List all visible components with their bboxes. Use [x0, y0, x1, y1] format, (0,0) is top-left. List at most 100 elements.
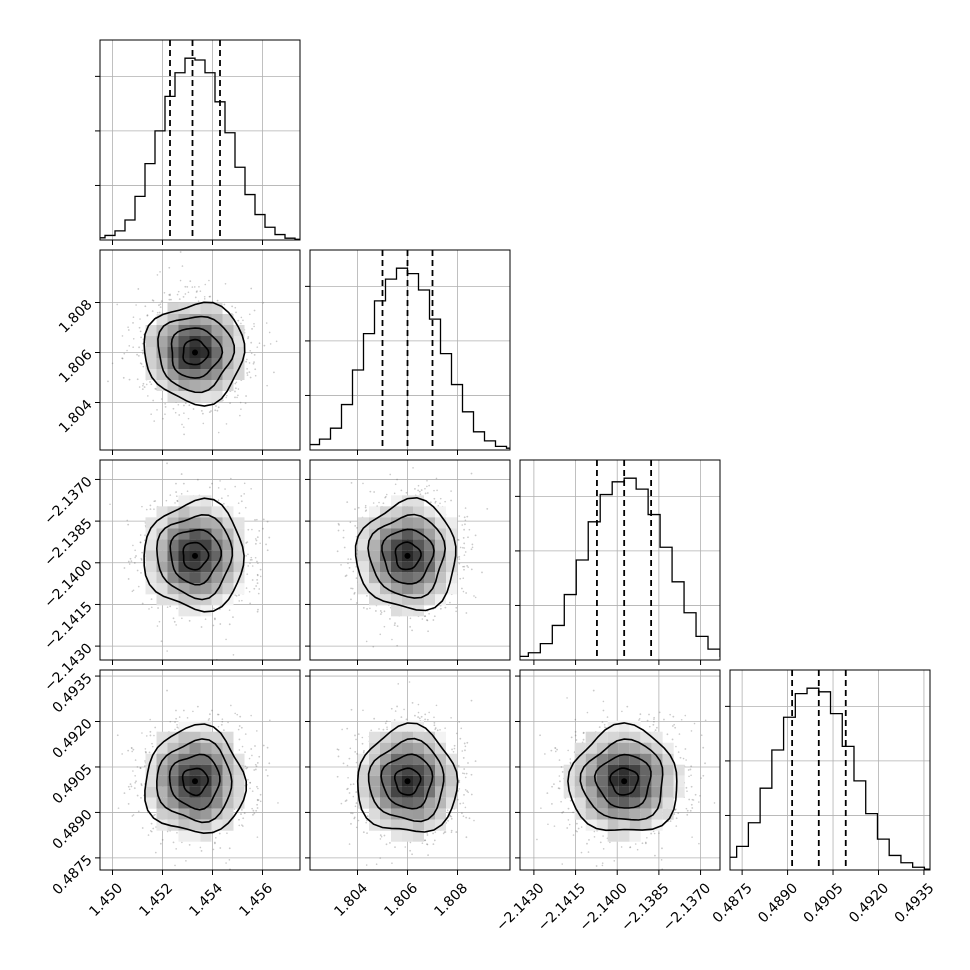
sample-point [266, 549, 269, 552]
sample-point [349, 558, 352, 561]
sample-point [634, 843, 637, 845]
sample-point [249, 787, 251, 790]
density-cell [189, 742, 201, 754]
sample-point [223, 303, 226, 306]
density-cell [435, 550, 446, 562]
sample-point [238, 738, 241, 741]
sample-point [256, 803, 259, 806]
sample-point [174, 502, 176, 504]
x-tick-label: 0.4890 [755, 880, 801, 926]
sample-point [151, 310, 154, 313]
density-cell [200, 731, 212, 743]
sample-point [350, 598, 352, 601]
density-cell [200, 517, 212, 529]
density-cell [233, 517, 245, 529]
sample-point [258, 588, 261, 590]
sample-point [183, 412, 185, 414]
density-cell [380, 550, 391, 562]
sample-point [384, 496, 386, 499]
sample-point [142, 384, 144, 387]
sample-point [337, 522, 340, 525]
sample-point [452, 750, 455, 753]
density-cell [413, 742, 424, 754]
sample-point [675, 817, 678, 820]
sample-point [550, 749, 553, 752]
density-cell [424, 539, 435, 551]
sample-point [450, 829, 453, 832]
sample-point [414, 714, 416, 717]
sample-point [602, 835, 604, 837]
density-cell [156, 775, 168, 787]
sample-point [620, 846, 623, 848]
sample-point [671, 738, 674, 741]
sample-point [581, 741, 584, 744]
density-cell [607, 720, 619, 732]
density-cell [574, 742, 586, 754]
sample-point [426, 834, 429, 836]
density-cell [618, 731, 630, 743]
sample-point [240, 500, 243, 503]
density-cell [200, 808, 212, 820]
sample-point [236, 396, 238, 399]
sample-point [336, 775, 339, 778]
sample-point [153, 508, 155, 511]
sample-point [467, 536, 469, 539]
density-cell [178, 336, 190, 347]
sample-point [458, 788, 461, 790]
density-cell [369, 583, 380, 595]
sample-point [196, 705, 199, 708]
sample-point [146, 314, 149, 317]
sample-point [251, 754, 253, 757]
density-cell [424, 753, 435, 765]
sample-point [168, 266, 171, 269]
density-cell [233, 775, 245, 787]
y-tick-label: 0.4875 [50, 852, 96, 898]
sample-point [197, 300, 200, 302]
density-cell [585, 775, 597, 787]
sample-point [466, 790, 469, 792]
sample-point [160, 300, 163, 303]
density-cell [189, 391, 201, 402]
sample-point [648, 725, 651, 728]
sample-point [266, 746, 269, 749]
sample-point [188, 843, 191, 846]
sample-point [203, 295, 206, 298]
panel-3-1: 1.804 1.806 1.808 [305, 669, 511, 920]
sample-point [568, 823, 571, 826]
density-cell [662, 775, 674, 787]
panel-content [100, 670, 300, 870]
sample-point [273, 371, 275, 374]
sample-point [433, 839, 436, 842]
density-cell [211, 380, 223, 391]
sample-point [468, 528, 471, 531]
sample-point [362, 482, 364, 485]
density-cell [369, 550, 380, 562]
sample-point [457, 539, 460, 541]
sample-point [262, 744, 265, 747]
sample-point [127, 802, 130, 805]
density-cell [596, 753, 608, 765]
sample-point [423, 839, 426, 842]
density-cell [402, 605, 413, 617]
sample-point [574, 734, 577, 737]
sample-point [347, 776, 349, 779]
sample-point [426, 485, 428, 488]
sample-point [129, 783, 132, 786]
density-cell [167, 550, 179, 562]
sample-point [132, 321, 134, 324]
sample-point [354, 525, 357, 527]
sample-point [582, 731, 585, 734]
density-cell [167, 380, 179, 391]
panel-content [100, 460, 300, 660]
density-cell [189, 506, 201, 518]
sample-point [196, 478, 199, 481]
sample-point [127, 329, 130, 331]
peak-marker [192, 552, 198, 559]
density-cell [178, 742, 190, 754]
sample-point [554, 747, 557, 749]
contour-level-1 [168, 753, 221, 811]
sample-point [182, 295, 185, 298]
density-cell [380, 583, 391, 595]
sample-point [346, 764, 349, 767]
density-cell [380, 764, 391, 776]
